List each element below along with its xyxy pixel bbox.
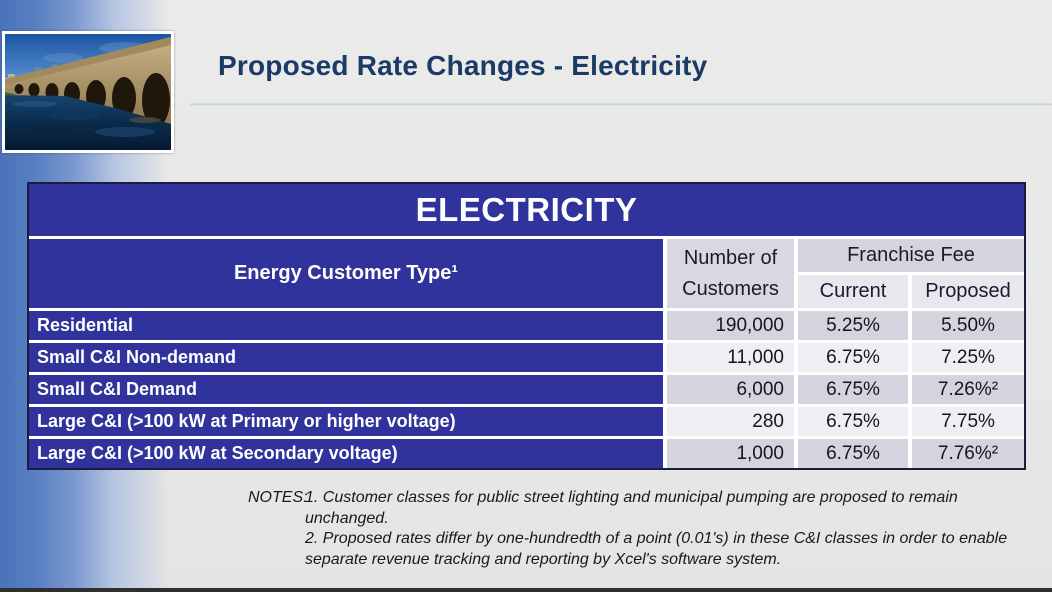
table-cell-proposed: 7.25% [912, 343, 1024, 372]
table-cell-proposed: 5.50% [912, 311, 1024, 340]
table-cell-proposed: 7.26%² [912, 375, 1024, 404]
table-row-label: Small C&I Non-demand [29, 343, 663, 372]
table-row-label: Large C&I (>100 kW at Secondary voltage) [29, 439, 663, 468]
table-cell-customers: 190,000 [667, 311, 794, 340]
table-cell-current: 6.75% [798, 407, 908, 436]
note-item-2: 2. Proposed rates differ by one-hundredt… [305, 530, 1008, 568]
electricity-rate-table: ELECTRICITY Energy Customer Type¹ Number… [27, 182, 1026, 470]
table-cell-current: 5.25% [798, 311, 908, 340]
notes-body: 1. Customer classes for public street li… [305, 488, 1010, 570]
table-cell-customers: 11,000 [667, 343, 794, 372]
table-cell-customers: 6,000 [667, 375, 794, 404]
table-row-label: Large C&I (>100 kW at Primary or higher … [29, 407, 663, 436]
column-header-number-of-customers: Number of Customers [667, 239, 794, 308]
title-divider [190, 103, 1052, 106]
table-cell-customers: 1,000 [667, 439, 794, 468]
table-row-label: Small C&I Demand [29, 375, 663, 404]
bridge-photo [2, 31, 174, 153]
table-cell-proposed: 7.75% [912, 407, 1024, 436]
table-cell-current: 6.75% [798, 439, 908, 468]
bottom-edge-bar [0, 588, 1052, 592]
table-cell-current: 6.75% [798, 343, 908, 372]
table-cell-customers: 280 [667, 407, 794, 436]
table-row-label: Residential [29, 311, 663, 340]
table-title: ELECTRICITY [29, 184, 1024, 236]
bridge-photo-illustration [5, 34, 171, 150]
column-header-current: Current [798, 275, 908, 308]
table-cell-proposed: 7.76%² [912, 439, 1024, 468]
notes-label: NOTES: [248, 489, 308, 506]
column-header-customer-type: Energy Customer Type¹ [29, 239, 663, 308]
notes-section: NOTES: 1. Customer classes for public st… [248, 488, 1010, 570]
table-cell-current: 6.75% [798, 375, 908, 404]
note-item-1: 1. Customer classes for public street li… [305, 489, 958, 527]
slide-title: Proposed Rate Changes - Electricity [218, 50, 708, 81]
column-header-franchise-fee: Franchise Fee [798, 239, 1024, 272]
column-header-proposed: Proposed [912, 275, 1024, 308]
